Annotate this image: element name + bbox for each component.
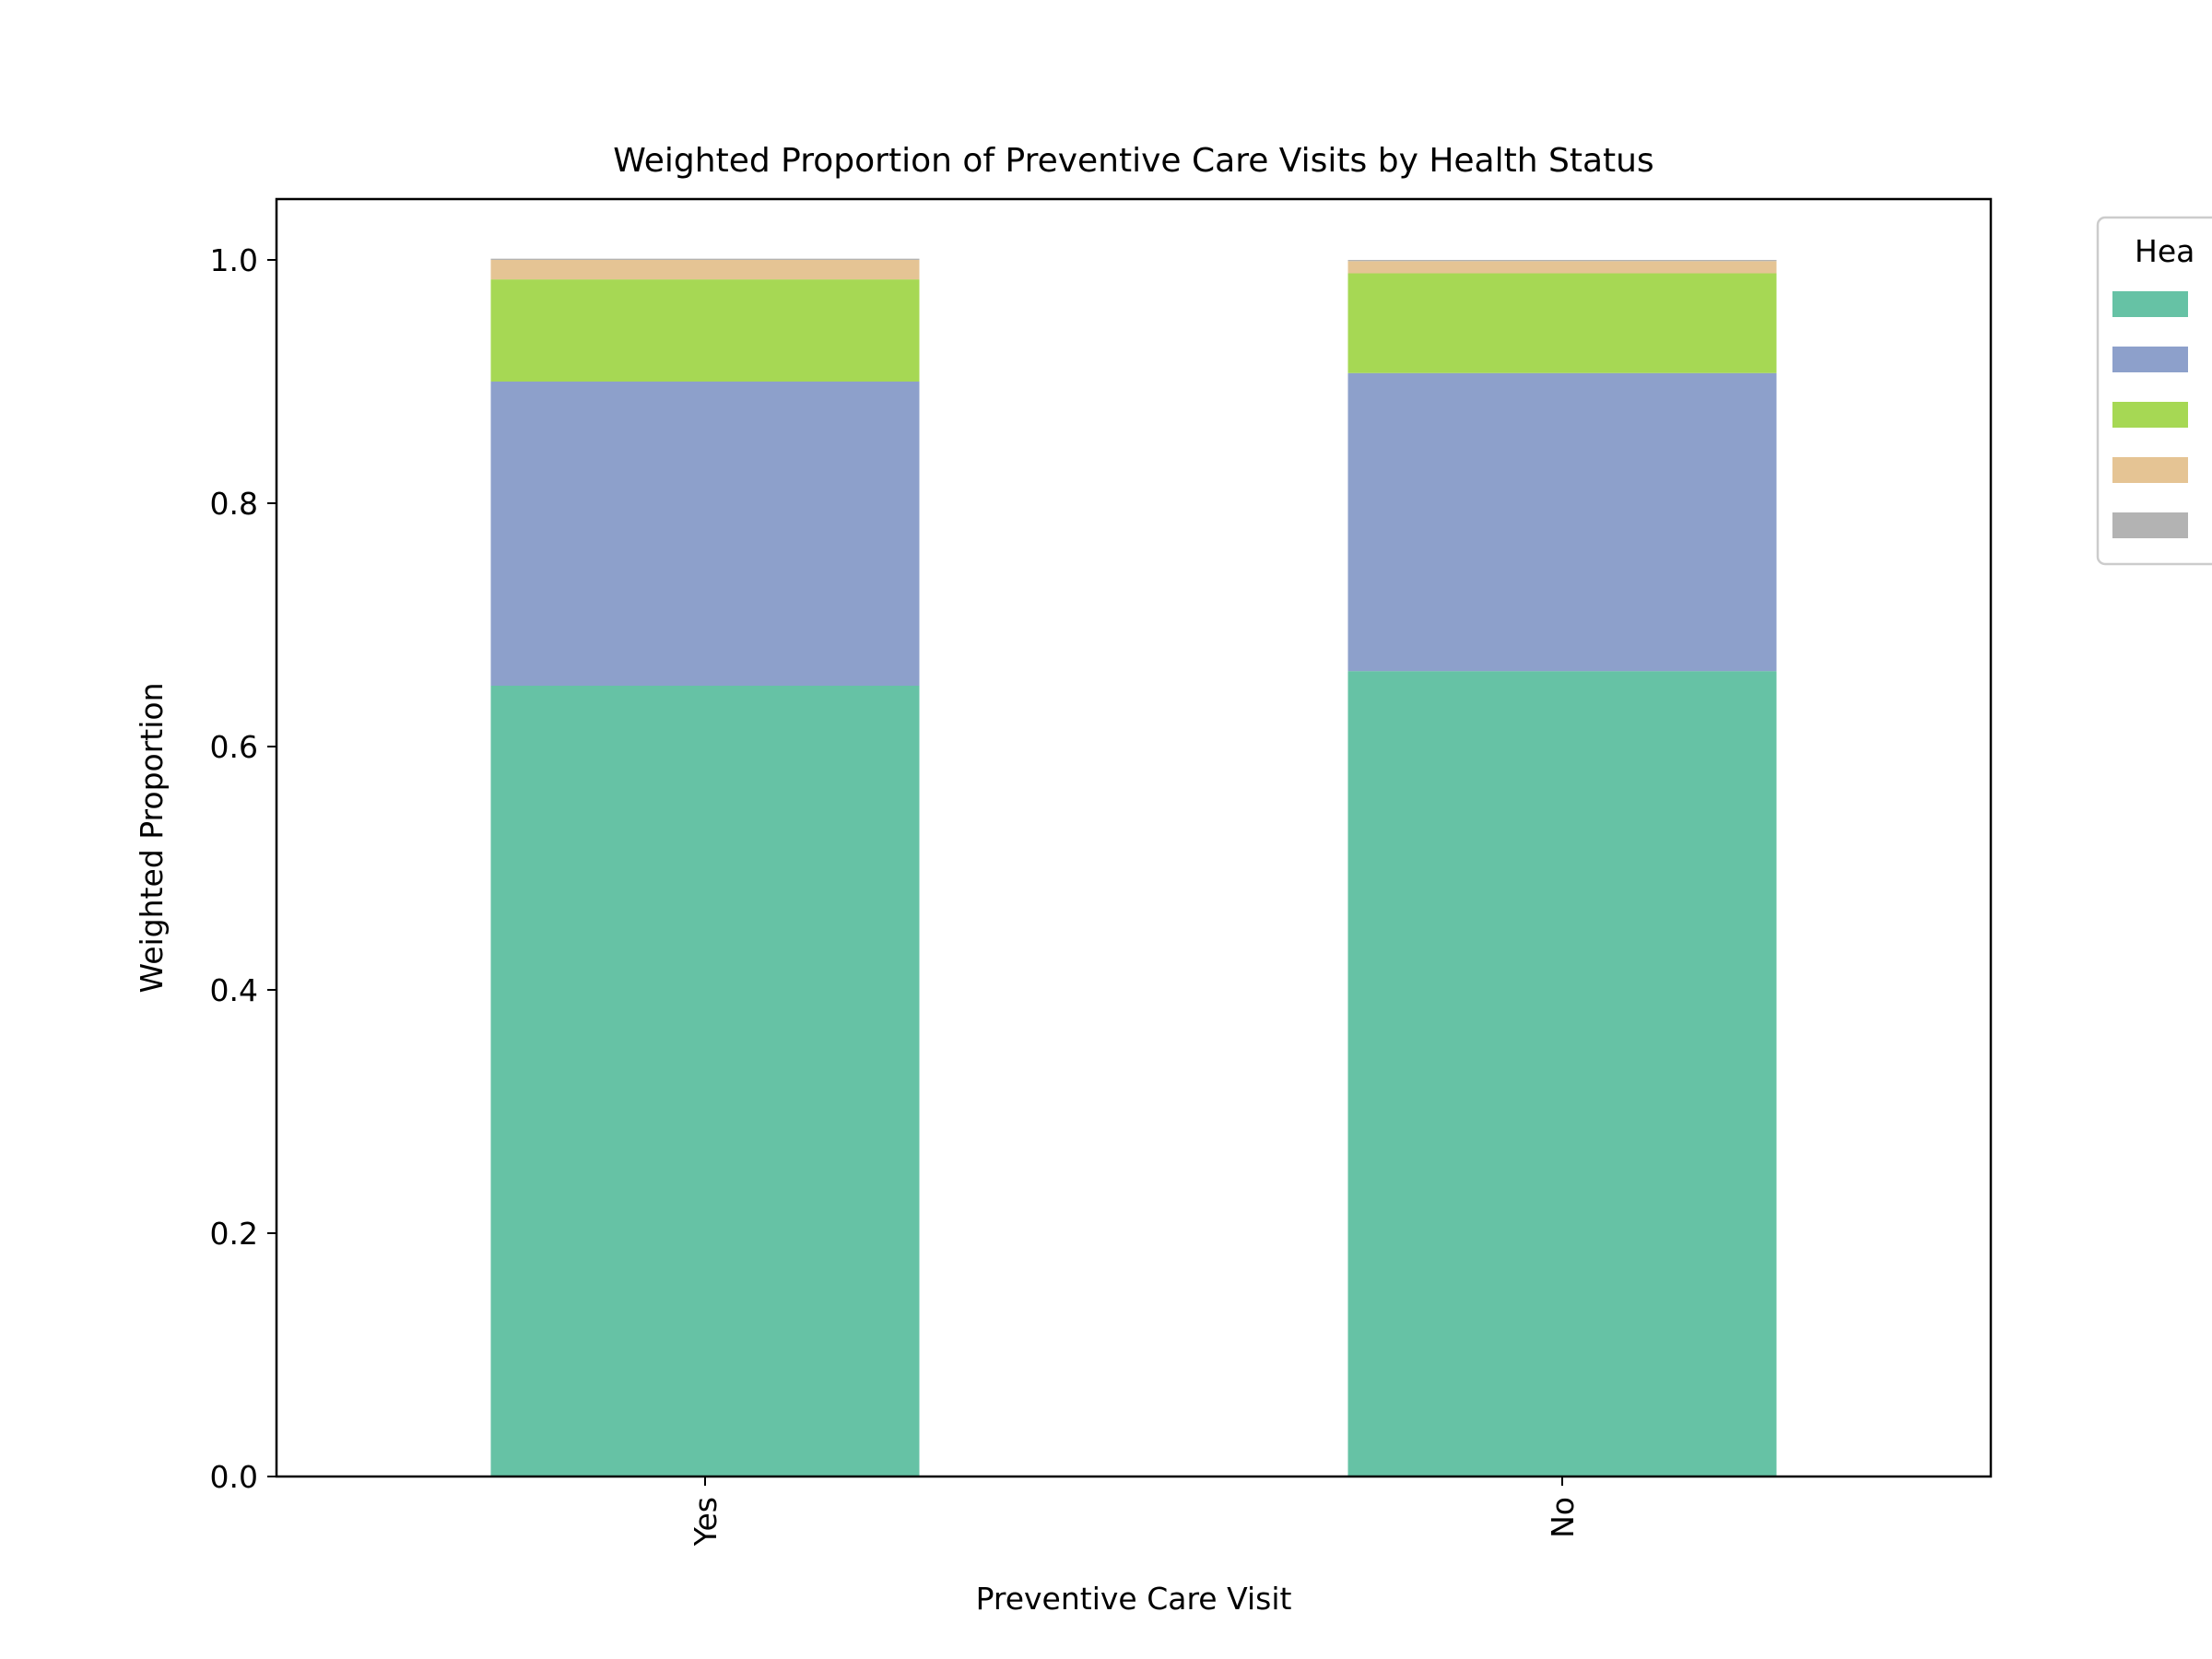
x-tick-label-no: No [1545, 1497, 1581, 1538]
chart-title: Weighted Proportion of Preventive Care V… [613, 142, 1653, 180]
bar-yes-segment-1 [490, 686, 920, 1477]
bars [490, 258, 1777, 1477]
legend-swatch-1 [2112, 291, 2188, 317]
legend-frame [2096, 216, 2212, 566]
y-axis-label: Weighted Proportion [134, 683, 170, 994]
y-tick-label: 1.0 [210, 242, 258, 278]
y-tick-label: 0.8 [210, 486, 258, 522]
bar-no-segment-2 [1347, 372, 1777, 672]
x-axis-label: Preventive Care Visit [976, 1581, 1292, 1617]
legend-swatch-3 [2112, 402, 2188, 428]
y-tick-label: 0.6 [210, 729, 258, 765]
y-axis: 0.0 0.2 0.4 0.6 0.8 1.0 [210, 242, 276, 1495]
bar-yes-segment-4 [490, 260, 920, 280]
legend-items [2112, 291, 2188, 538]
legend-title: Hea [2135, 233, 2194, 269]
bar-no-segment-4 [1347, 261, 1777, 274]
x-axis: Yes No [688, 1477, 1581, 1547]
bar-no-segment-1 [1347, 671, 1777, 1477]
legend-swatch-5 [2112, 512, 2188, 538]
bar-yes-segment-5 [490, 258, 920, 260]
y-tick-label: 0.0 [210, 1459, 258, 1495]
bar-no-segment-3 [1347, 273, 1777, 373]
y-tick-label: 0.2 [210, 1216, 258, 1252]
plot-frame [275, 197, 1993, 1478]
bar-no-segment-5 [1347, 260, 1777, 262]
legend-swatch-2 [2112, 347, 2188, 372]
y-tick-label: 0.4 [210, 972, 258, 1008]
bar-yes-segment-3 [490, 279, 920, 382]
legend-swatch-4 [2112, 457, 2188, 483]
bar-yes-segment-2 [490, 382, 920, 686]
x-tick-label-yes: Yes [688, 1497, 724, 1547]
legend: Hea [2096, 216, 2212, 566]
